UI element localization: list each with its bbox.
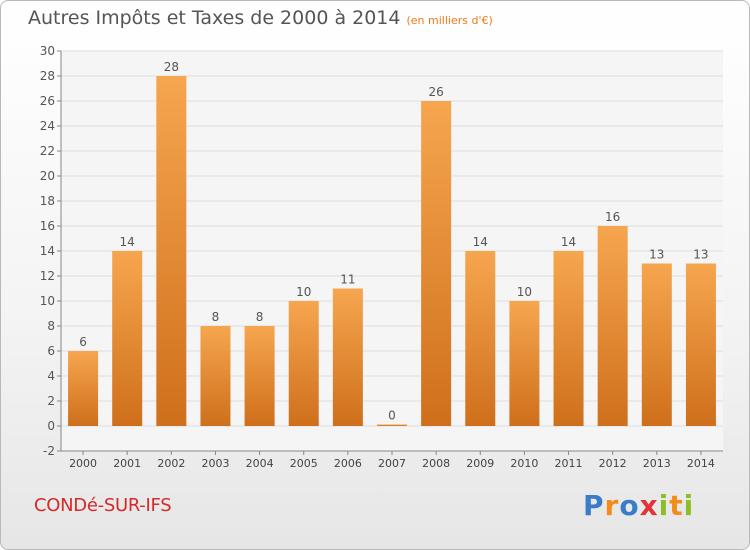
y-tick-label: 26 [40,94,55,108]
y-tick-label: 22 [40,144,55,158]
data-label: 13 [693,248,708,262]
bar [156,76,187,426]
data-label: 14 [561,235,576,249]
chart-title: Autres Impôts et Taxes de 2000 à 2014 (en… [28,7,493,29]
data-label: 11 [340,273,355,287]
y-tick-label: 24 [40,119,55,133]
bar [685,263,716,426]
y-tick-label: 28 [40,69,55,83]
chart-subtitle: (en milliers d'€) [406,14,493,27]
bar [244,326,275,426]
x-tick-label: 2012 [599,457,627,470]
x-tick-label: 2005 [290,457,318,470]
y-tick-label: 6 [47,344,55,358]
commune-name: CONDé-SUR-IFS [34,495,172,516]
y-tick-label: 20 [40,169,55,183]
data-label: 14 [120,235,135,249]
y-tick-label: 14 [40,244,55,258]
x-tick-label: 2002 [157,457,185,470]
data-label: 28 [164,60,179,74]
x-tick-label: 2004 [246,457,274,470]
bar [68,351,99,426]
bar [465,251,496,426]
y-tick-label: 2 [47,394,55,408]
bar [641,263,672,426]
data-label: 8 [256,310,264,324]
x-tick-label: 2006 [334,457,362,470]
x-tick-label: 2001 [113,457,141,470]
x-tick-label: 2008 [422,457,450,470]
y-tick-label: 10 [40,294,55,308]
y-tick-label: 18 [40,194,55,208]
x-tick-label: 2011 [555,457,583,470]
bar [509,301,540,426]
bar [597,226,628,426]
data-label: 8 [212,310,220,324]
y-tick-label: 12 [40,269,55,283]
y-tick-label: 30 [40,44,55,58]
data-label: 26 [428,85,443,99]
chart-title-text: Autres Impôts et Taxes de 2000 à 2014 [28,7,401,29]
bar [332,288,363,426]
y-tick-label: 4 [47,369,55,383]
data-label: 6 [79,335,87,349]
x-tick-label: 2003 [201,457,229,470]
x-tick-label: 2000 [69,457,97,470]
data-label: 13 [649,248,664,262]
bar [112,251,143,426]
y-tick-label: -2 [43,444,55,458]
bar [553,251,584,426]
y-tick-label: 8 [47,319,55,333]
bar [288,301,319,426]
x-tick-label: 2014 [687,457,715,470]
x-tick-label: 2007 [378,457,406,470]
y-tick-label: 0 [47,419,55,433]
bar [421,101,452,426]
y-tick-label: 16 [40,219,55,233]
data-label: 16 [605,210,620,224]
data-label: 10 [517,285,532,299]
data-label: 0 [388,409,396,423]
x-tick-label: 2010 [510,457,538,470]
bar [200,326,231,426]
proxiti-logo: Proxiti [583,489,695,522]
bar [377,424,407,426]
data-label: 10 [296,285,311,299]
data-label: 14 [473,235,488,249]
x-tick-label: 2013 [643,457,671,470]
x-tick-label: 2009 [466,457,494,470]
